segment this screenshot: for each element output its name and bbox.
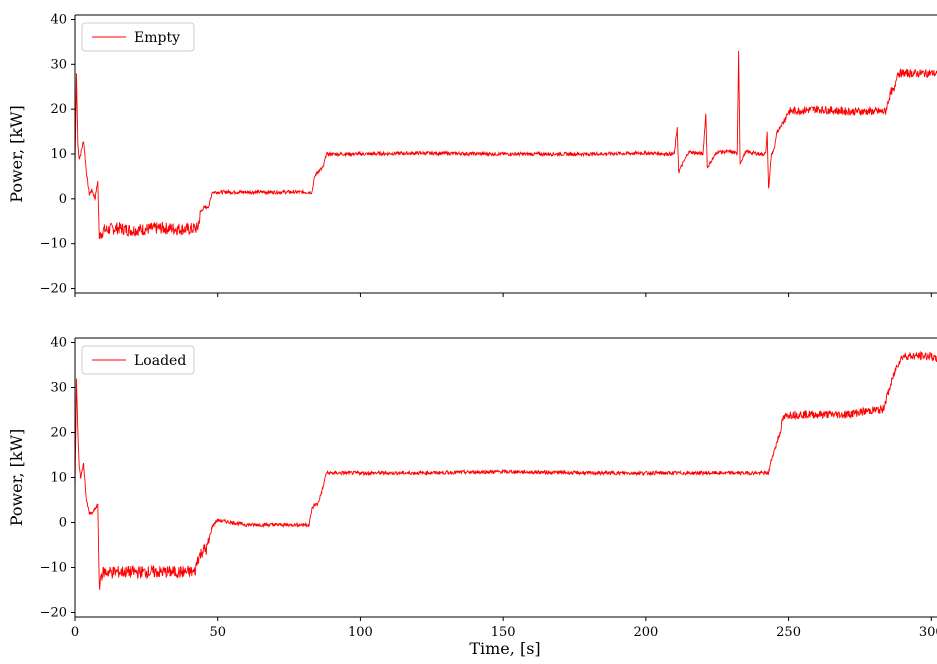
legend-label: Empty <box>134 30 180 46</box>
legend-label: Loaded <box>134 353 186 369</box>
x-tick-label: 150 <box>491 625 516 640</box>
y-tick-label: 40 <box>50 12 67 27</box>
y-tick-label: −20 <box>40 282 67 297</box>
y-tick-label: 40 <box>50 336 67 351</box>
y-tick-label: 30 <box>50 381 67 396</box>
x-tick-label: 250 <box>776 625 801 640</box>
x-axis-label: Time, [s] <box>469 639 540 658</box>
y-tick-label: 10 <box>50 471 67 486</box>
y-tick-label: 20 <box>50 102 67 117</box>
x-tick-label: 50 <box>209 625 226 640</box>
y-axis-label: Power, [kW] <box>7 105 26 203</box>
y-tick-label: −10 <box>40 561 67 576</box>
series-line-loaded <box>75 350 937 590</box>
y-tick-label: −20 <box>40 606 67 621</box>
x-tick-label: 0 <box>71 625 79 640</box>
x-tick-label: 100 <box>348 625 373 640</box>
y-tick-label: 10 <box>50 147 67 162</box>
chart-panel-1: −20 −10 0 10 20 30 40 Power, [kW] Empty <box>7 12 937 297</box>
y-tick-label: −10 <box>40 237 67 252</box>
x-tick-label: 300 <box>919 625 937 640</box>
y-tick-label: 0 <box>59 192 67 207</box>
y-tick-label: 30 <box>50 57 67 72</box>
y-axis-label: Power, [kW] <box>7 429 26 527</box>
y-tick-label: 0 <box>59 516 67 531</box>
series-line-empty <box>75 50 937 240</box>
legend-box <box>81 345 195 375</box>
chart-panel-2: −20 −10 0 10 20 30 40 0 50 100 150 200 250 300 Power, … <box>7 336 937 658</box>
y-tick-label: 20 <box>50 426 67 441</box>
x-tick-label: 200 <box>633 625 658 640</box>
legend-box <box>81 22 195 52</box>
